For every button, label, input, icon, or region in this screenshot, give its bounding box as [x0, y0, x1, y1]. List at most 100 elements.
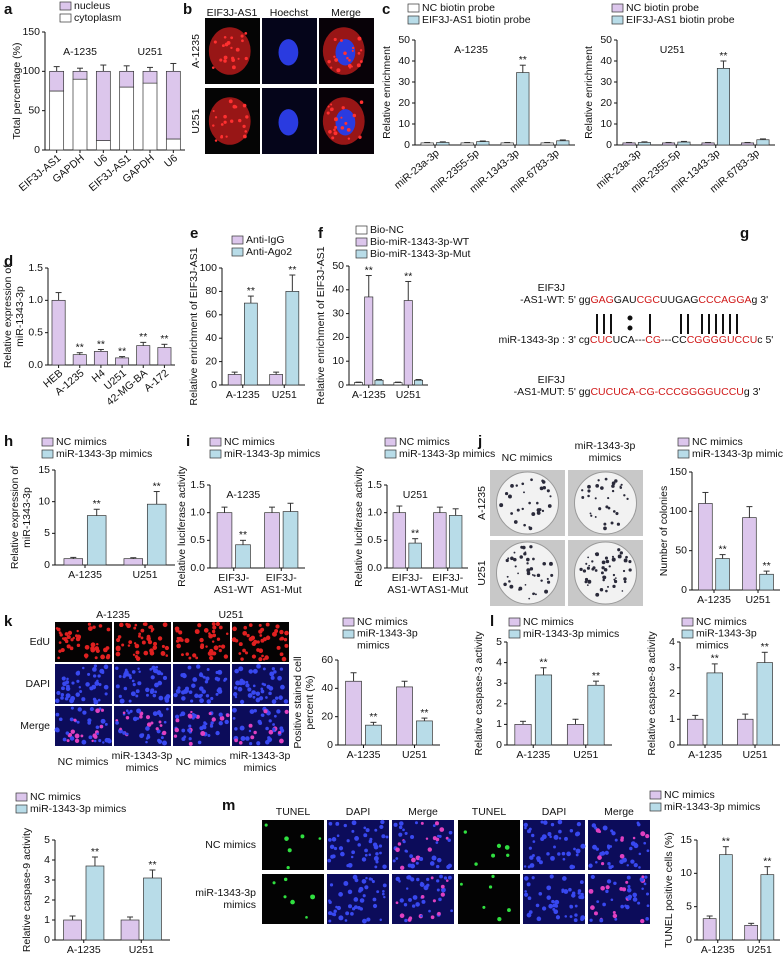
signal-dot [331, 136, 335, 140]
cell [145, 740, 148, 744]
signal-dot [238, 118, 242, 123]
cell [258, 623, 262, 627]
cell [380, 819, 385, 825]
cell [373, 856, 379, 861]
cell [279, 726, 284, 731]
cell [211, 717, 216, 722]
bar [500, 142, 514, 146]
cell [76, 629, 79, 633]
cell [445, 836, 449, 840]
colony [541, 509, 545, 513]
cell [74, 738, 80, 743]
colony [628, 568, 632, 572]
significance: ** [239, 529, 247, 541]
annotation: U251 [660, 44, 685, 56]
cell [135, 689, 140, 694]
signal-dot [242, 134, 247, 139]
cell [550, 822, 555, 827]
cell [219, 715, 225, 721]
cell [125, 709, 129, 713]
cell [97, 674, 101, 678]
cell [209, 724, 214, 728]
cell [279, 652, 284, 657]
micrograph [523, 874, 586, 924]
cell [347, 889, 353, 895]
bar [235, 544, 251, 569]
cell [253, 730, 257, 735]
y-tick-label: 1.0 [28, 294, 43, 306]
cell [240, 680, 246, 685]
cell [564, 915, 568, 918]
y-tick-label: 0 [686, 934, 692, 946]
cell [496, 843, 502, 848]
cell [104, 737, 110, 743]
cell [272, 881, 276, 885]
signal-dot [244, 56, 248, 61]
cell [383, 895, 386, 899]
cell [259, 696, 264, 701]
colony [528, 501, 531, 505]
cell [353, 897, 359, 902]
x-tick-label: U6 [162, 152, 180, 170]
cell [272, 723, 275, 726]
colony [513, 551, 516, 554]
cell [69, 717, 74, 722]
cell [150, 630, 154, 633]
cell [253, 639, 258, 645]
cell [463, 830, 468, 834]
cell [644, 875, 648, 879]
cell [440, 892, 445, 897]
cell [625, 880, 629, 884]
y-tick-label: 1 [496, 718, 502, 730]
cell [271, 667, 275, 671]
sequence-segment: 5' gg [568, 294, 591, 306]
cell [127, 711, 131, 715]
cell [439, 827, 445, 832]
colony [587, 484, 591, 489]
nucleus [278, 109, 299, 136]
dish [574, 541, 637, 605]
cell [566, 851, 571, 857]
y-tick-label: 0 [338, 379, 344, 391]
cell [328, 899, 331, 903]
bar [285, 291, 300, 386]
micrograph [458, 820, 520, 870]
colony [586, 566, 590, 570]
significance: ** [592, 670, 600, 682]
cell [192, 653, 197, 658]
signal-dot [347, 137, 351, 140]
cell [416, 877, 420, 882]
cell [157, 636, 163, 641]
micrograph [205, 18, 260, 84]
signal-dot [328, 129, 332, 134]
colony [536, 501, 539, 505]
bar [759, 573, 774, 591]
cell [145, 687, 150, 693]
bar [120, 919, 140, 941]
cell [372, 897, 377, 902]
cell [246, 633, 250, 638]
colony [612, 510, 616, 513]
cell [262, 657, 266, 661]
cell [56, 690, 61, 696]
cell [592, 844, 597, 850]
cell [328, 821, 333, 826]
y-axis-label: Relative luciferase activity [176, 465, 188, 587]
bar [716, 67, 730, 146]
legend-swatch [649, 790, 662, 800]
cell [590, 905, 595, 910]
signal-dot [357, 51, 361, 55]
cell [74, 733, 80, 739]
colony [611, 484, 615, 488]
cell [395, 847, 400, 853]
y-tick-label: 30 [600, 76, 612, 88]
y-tick-label: 1.0 [190, 506, 205, 518]
signal-dot [347, 63, 352, 68]
column-label: TUNEL [472, 806, 507, 818]
sequence-label: EIF3J -AS1-WT: [520, 282, 565, 306]
bar [115, 357, 130, 366]
cell [379, 918, 383, 922]
signal-dot [221, 44, 225, 48]
bar [165, 70, 181, 140]
colony [503, 582, 507, 587]
